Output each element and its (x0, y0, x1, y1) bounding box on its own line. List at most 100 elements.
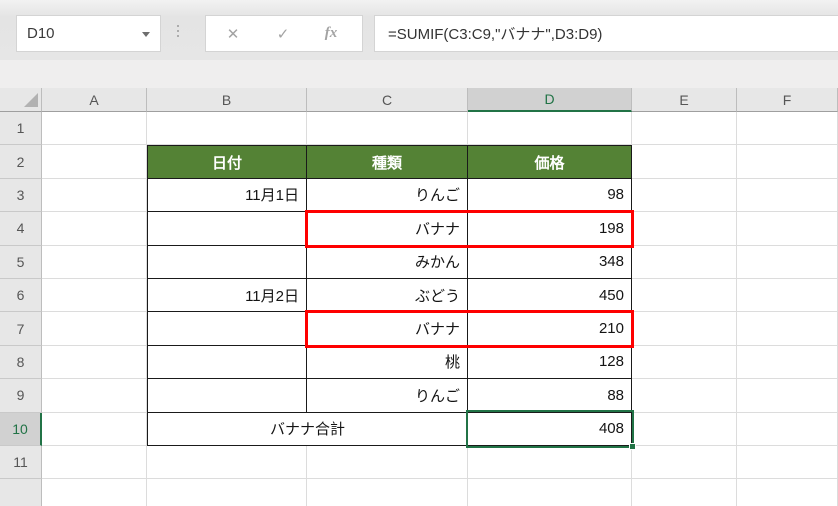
cell-c3[interactable]: りんご (307, 178, 468, 213)
cell-a6[interactable] (42, 278, 147, 313)
name-box-value: D10 (27, 25, 55, 42)
cell-c1[interactable] (307, 112, 468, 146)
cell-f11[interactable] (737, 445, 838, 480)
cell-e4[interactable] (632, 212, 737, 246)
row-header-10-selected[interactable]: 10 (0, 412, 42, 446)
enter-icon[interactable]: ✓ (276, 25, 290, 43)
row-header-12-partial[interactable] (0, 479, 42, 506)
cell-c2[interactable]: 種類 (307, 145, 468, 179)
cell-b9[interactable] (147, 379, 307, 413)
row-header-2[interactable]: 2 (0, 145, 42, 179)
column-header-c[interactable]: C (307, 88, 468, 112)
cell-b10-c10-merged[interactable]: バナナ合計 (147, 412, 468, 446)
cell-f8[interactable] (737, 345, 838, 380)
row-header-1[interactable]: 1 (0, 112, 42, 146)
cell-e7[interactable] (632, 312, 737, 346)
cell-e3[interactable] (632, 178, 737, 213)
cell-e11[interactable] (632, 445, 737, 480)
cell-f12[interactable] (737, 479, 838, 506)
cell-b11[interactable] (147, 445, 307, 480)
cell-f5[interactable] (737, 245, 838, 279)
insert-function-icon[interactable]: fx (324, 25, 338, 41)
cell-a1[interactable] (42, 112, 147, 146)
active-cell-selection-border (466, 410, 636, 450)
row-header-3[interactable]: 3 (0, 178, 42, 213)
cell-d9[interactable]: 88 (468, 379, 632, 413)
cell-c8[interactable]: 桃 (307, 345, 468, 380)
cell-b2[interactable]: 日付 (147, 145, 307, 179)
red-highlight-box-c4-d4 (305, 210, 634, 248)
row-header-7[interactable]: 7 (0, 312, 42, 346)
cell-f3[interactable] (737, 178, 838, 213)
cell-a8[interactable] (42, 345, 147, 380)
cell-d12[interactable] (468, 479, 632, 506)
cell-e1[interactable] (632, 112, 737, 146)
cell-a9[interactable] (42, 379, 147, 413)
cell-b7[interactable] (147, 312, 307, 346)
column-header-f[interactable]: F (737, 88, 838, 112)
cell-c4[interactable]: バナナ (307, 212, 468, 246)
column-header-e[interactable]: E (632, 88, 737, 112)
cell-e6[interactable] (632, 278, 737, 313)
cell-d8[interactable]: 128 (468, 345, 632, 380)
row-header-4[interactable]: 4 (0, 212, 42, 246)
cell-e10[interactable] (632, 412, 737, 446)
cell-b12[interactable] (147, 479, 307, 506)
row-header-11[interactable]: 11 (0, 445, 42, 480)
spreadsheet-grid: A B C D E F 1 2 日付 種類 価格 3 11月1日 りんご 98 … (0, 88, 838, 506)
cell-b8[interactable] (147, 345, 307, 380)
cell-a2[interactable] (42, 145, 147, 179)
cell-a5[interactable] (42, 245, 147, 279)
cell-b6[interactable]: 11月2日 (147, 278, 307, 313)
select-all-button[interactable] (0, 88, 42, 112)
cell-f2[interactable] (737, 145, 838, 179)
cell-f9[interactable] (737, 379, 838, 413)
row-header-9[interactable]: 9 (0, 379, 42, 413)
name-box[interactable]: D10 (16, 15, 161, 52)
cell-d5[interactable]: 348 (468, 245, 632, 279)
cell-b5[interactable] (147, 245, 307, 279)
cell-f10[interactable] (737, 412, 838, 446)
cell-a7[interactable] (42, 312, 147, 346)
row-header-8[interactable]: 8 (0, 345, 42, 380)
cell-f6[interactable] (737, 278, 838, 313)
cell-d3[interactable]: 98 (468, 178, 632, 213)
cell-c11[interactable] (307, 445, 468, 480)
row-header-6[interactable]: 6 (0, 278, 42, 313)
cell-e12[interactable] (632, 479, 737, 506)
cell-c9[interactable]: りんご (307, 379, 468, 413)
cell-e9[interactable] (632, 379, 737, 413)
cell-d6[interactable]: 450 (468, 278, 632, 313)
cell-d1[interactable] (468, 112, 632, 146)
cell-b3[interactable]: 11月1日 (147, 178, 307, 213)
cell-e2[interactable] (632, 145, 737, 179)
cell-b4[interactable] (147, 212, 307, 246)
cell-d7[interactable]: 210 (468, 312, 632, 346)
cell-d2[interactable]: 価格 (468, 145, 632, 179)
cell-c12[interactable] (307, 479, 468, 506)
column-header-b[interactable]: B (147, 88, 307, 112)
cell-d10-active[interactable]: 408 (468, 412, 632, 446)
cell-c5[interactable]: みかん (307, 245, 468, 279)
cell-f1[interactable] (737, 112, 838, 146)
row-header-5[interactable]: 5 (0, 245, 42, 279)
cell-a10[interactable] (42, 412, 147, 446)
cell-d11[interactable] (468, 445, 632, 480)
cell-c6[interactable]: ぶどう (307, 278, 468, 313)
cell-f4[interactable] (737, 212, 838, 246)
column-header-d-selected[interactable]: D (468, 88, 632, 112)
cell-e5[interactable] (632, 245, 737, 279)
name-box-caret-icon[interactable] (142, 32, 150, 37)
cell-a4[interactable] (42, 212, 147, 246)
cancel-icon[interactable]: ✕ (226, 25, 240, 43)
formula-input[interactable]: =SUMIF(C3:C9,"バナナ",D3:D9) (374, 15, 838, 52)
cell-a11[interactable] (42, 445, 147, 480)
fill-handle[interactable] (629, 443, 636, 450)
column-header-a[interactable]: A (42, 88, 147, 112)
cell-e8[interactable] (632, 345, 737, 380)
cell-a12[interactable] (42, 479, 147, 506)
cell-f7[interactable] (737, 312, 838, 346)
cell-a3[interactable] (42, 178, 147, 213)
cell-b1[interactable] (147, 112, 307, 146)
cell-c7[interactable]: バナナ (307, 312, 468, 346)
